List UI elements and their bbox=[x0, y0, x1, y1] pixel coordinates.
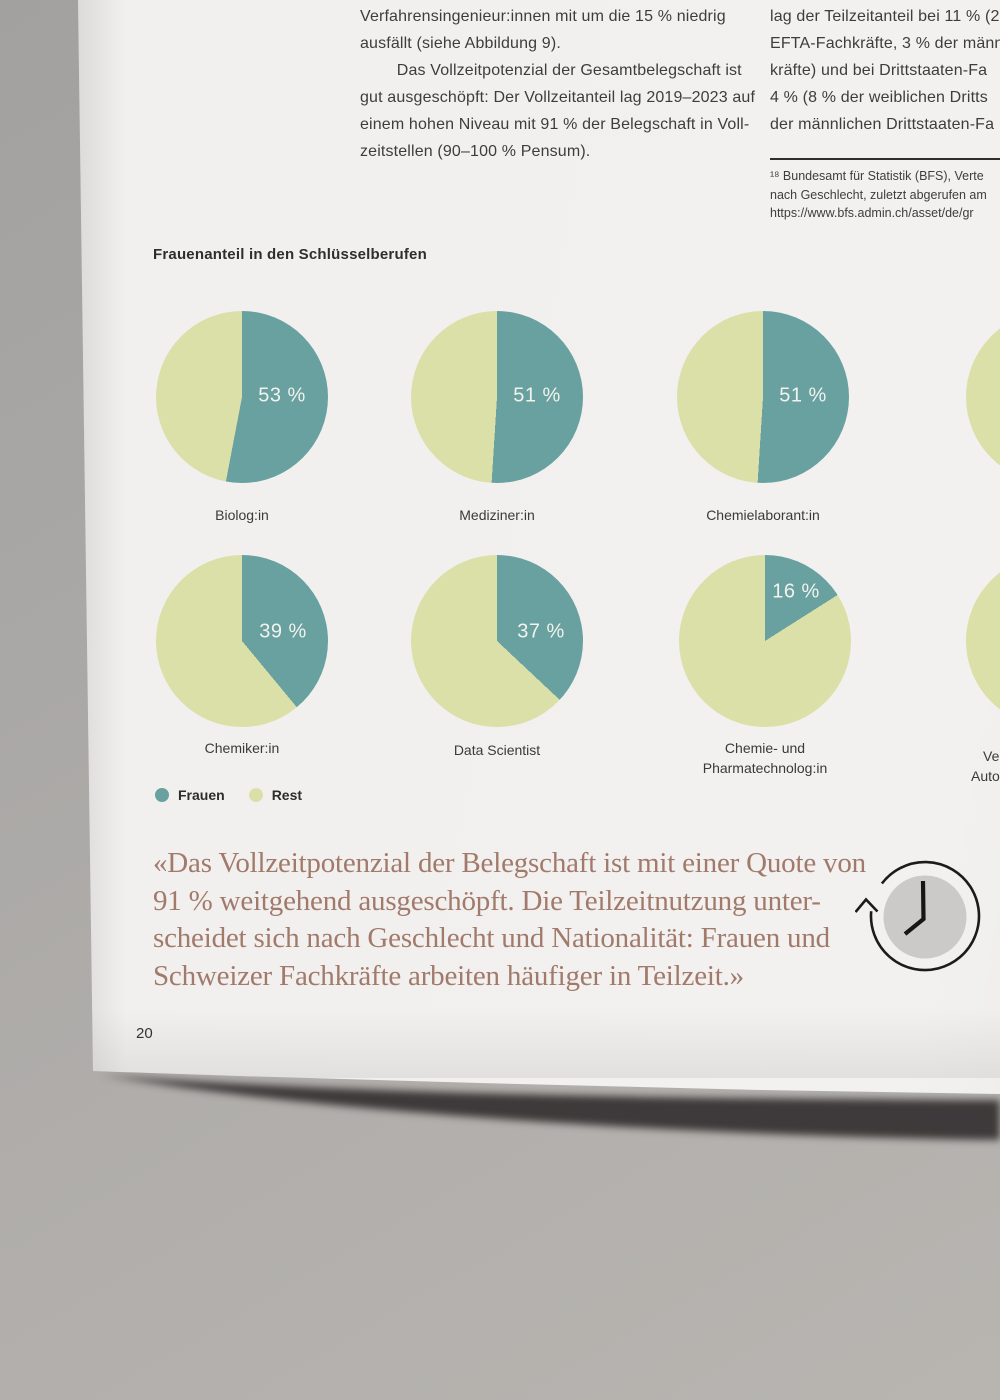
pull-quote-line: «Das Vollzeitpotenzial der Belegschaft i… bbox=[153, 847, 866, 879]
arrowhead bbox=[855, 897, 879, 913]
pie-chart-cutoff-row2 bbox=[966, 555, 1000, 727]
pie-caption: Chemielaborant:in bbox=[706, 507, 820, 523]
pie-percentage-label: 53 % bbox=[258, 384, 306, 407]
pie-percentage-label: 39 % bbox=[259, 620, 307, 643]
body-text-line: ausfällt (siehe Abbildung 9). bbox=[360, 35, 561, 52]
pie-percentage-label: 16 % bbox=[772, 580, 820, 603]
pie-chart-chemielaborant-in: 51 % bbox=[677, 311, 849, 483]
footnote: ¹⁸ Bundesamt für Statistik (BFS), Verte … bbox=[770, 167, 987, 223]
pie-caption-fragment: Automa bbox=[971, 768, 1000, 784]
page-bottom-shading bbox=[78, 1008, 1000, 1078]
footnote-divider bbox=[770, 158, 1000, 160]
pie-chart-data-scientist: 37 % bbox=[411, 555, 583, 727]
body-text-line: Verfahrensingenieur:innen mit um die 15 … bbox=[360, 8, 726, 25]
pie-caption: Biolog:in bbox=[215, 507, 269, 523]
pie-percentage-label: 51 % bbox=[779, 384, 827, 407]
chart-title: Frauenanteil in den Schlüsselberufen bbox=[153, 246, 427, 263]
body-text-line: einem hohen Niveau mit 91 % der Belegsch… bbox=[360, 116, 750, 133]
pie-percentage-label: 37 % bbox=[517, 620, 565, 643]
footnote-line: https://www.bfs.admin.ch/asset/de/gr bbox=[770, 206, 974, 220]
pie-chart-chemiker-in: 39 % bbox=[156, 555, 328, 727]
clock-hands bbox=[903, 880, 926, 936]
body-text-right-column: lag der Teilzeitanteil bei 11 % (2 EFTA-… bbox=[770, 3, 1000, 138]
body-text-line: der männlichen Drittstaaten-Fa bbox=[770, 116, 995, 133]
body-text-line: lag der Teilzeitanteil bei 11 % (2 bbox=[770, 8, 1000, 25]
footnote-line: nach Geschlecht, zuletzt abgerufen am bbox=[770, 187, 987, 202]
legend-rest-label: Rest bbox=[271, 787, 303, 803]
pie-chart-chemie-pharmatechnolog-in: 16 % bbox=[679, 555, 851, 727]
pull-quote: «Das Vollzeitpotenzial der Belegschaft i… bbox=[153, 845, 866, 995]
body-text-line: zeitstellen (90–100 % Pensum). bbox=[360, 143, 591, 160]
legend-rest-dot-icon bbox=[248, 788, 263, 802]
pie-percentage-label: 51 % bbox=[513, 384, 561, 407]
body-text-line: Das Vollzeitpotenzial der Gesamtbelegsch… bbox=[360, 62, 742, 79]
pull-quote-line: 91 % weitgehend ausgeschöpft. Die Teilze… bbox=[153, 884, 821, 917]
pie-caption: Chemie- und Pharmatechnolog:in bbox=[702, 740, 828, 776]
footnote-line: ¹⁸ Bundesamt für Statistik (BFS), Verte bbox=[770, 169, 984, 183]
circular-arrow bbox=[869, 860, 981, 972]
body-text-left-column: Verfahrensingenieur:innen mit um die 15 … bbox=[360, 3, 755, 165]
body-text-line: kräfte) und bei Drittstaaten-Fa bbox=[770, 62, 988, 79]
pull-quote-line: Schweizer Fachkräfte arbeiten häufiger i… bbox=[153, 959, 744, 992]
chart-legend: Frauen Rest bbox=[155, 787, 326, 803]
pie-caption: Data Scientist bbox=[453, 742, 541, 758]
history-clock-icon bbox=[855, 860, 981, 972]
pie-chart-cutoff-row1 bbox=[966, 311, 1000, 483]
pie-caption-fragment: Ver bbox=[983, 748, 1000, 764]
page-number: 20 bbox=[136, 1025, 153, 1042]
body-text-line: gut ausgeschöpft: Der Vollzeitanteil lag… bbox=[360, 89, 756, 106]
body-text-line: 4 % (8 % der weiblichen Dritts bbox=[770, 89, 988, 106]
pie-chart-mediziner-in: 51 % bbox=[411, 311, 583, 483]
legend-frauen-dot-icon bbox=[155, 788, 169, 802]
pie-chart-biolog-in: 53 % bbox=[156, 311, 328, 483]
pie-caption: Chemiker:in bbox=[204, 740, 280, 756]
body-text-line: EFTA-Fachkräfte, 3 % der männ bbox=[770, 35, 1000, 52]
pull-quote-line: scheidet sich nach Geschlecht und Nation… bbox=[153, 922, 830, 954]
legend-frauen-label: Frauen bbox=[178, 787, 225, 803]
pie-caption: Mediziner:in bbox=[459, 507, 535, 523]
